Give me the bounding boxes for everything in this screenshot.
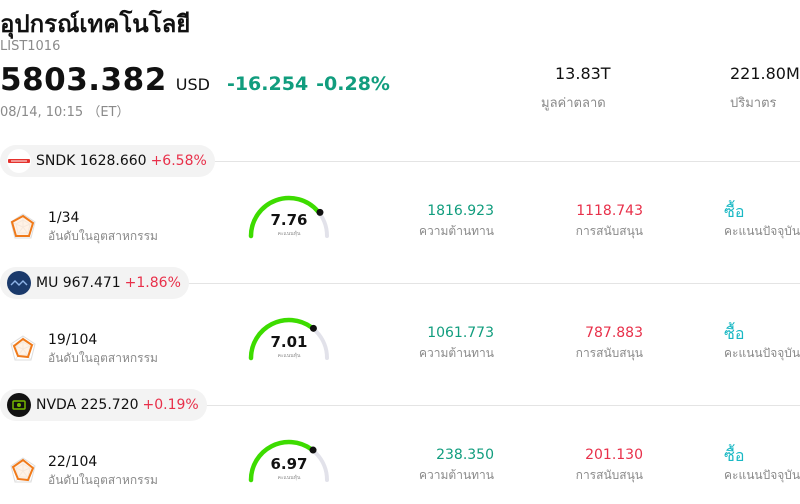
gauge-marker [309,446,317,454]
currency: USD [175,75,210,94]
score-value: 7.76 [270,211,308,229]
support-label: การสนับสนุน [575,224,643,238]
gauge-marker [309,324,317,332]
micron-logo-icon [7,271,31,295]
gauge-marker [316,208,324,216]
gauge-fill [248,195,321,239]
market-cap: 13.83T มูลค่าตลาด [541,64,611,113]
index-price: 5803.382 [0,62,167,98]
rating-label: คะแนนปัจจุบัน [724,346,800,360]
stock-pill[interactable]: MU 967.471 +1.86% [0,267,189,299]
score-label: คะแนนหุ้น [277,353,301,359]
score-label: คะแนนหุ้น [277,231,301,237]
support-label: การสนับสนุน [575,346,643,360]
price-change-pct: -0.28% [316,73,390,95]
support-value: 787.883 [585,325,643,341]
stock-change-pct: +1.86% [124,275,181,291]
stock-detail: 1/34 อันดับในอุตสาหกรรม 7.76 คะแนนหุ้น 1… [0,190,800,260]
stock-header[interactable]: MU 967.471 +1.86% [0,266,189,300]
industry-rank: 1/34 [48,210,80,226]
price-row: 5803.382 USD -16.254 -0.28% [0,62,390,98]
stock-symbol-price: NVDA 225.720 [36,397,139,413]
market-cap-value: 13.83T [555,64,611,83]
support-value: 201.130 [585,447,643,463]
stock-pill[interactable]: SNDK 1628.660 +6.58% [0,145,215,177]
divider [0,405,800,406]
page-title: อุปกรณ์เทคโนโลยี [0,10,191,38]
price-change: -16.254 [226,73,309,95]
score-gauge [248,439,329,483]
timestamp: 08/14, 10:15 （ET） [0,105,130,120]
industry-rank: 19/104 [48,332,98,348]
nvidia-logo-icon [7,393,31,417]
industry-rank-label: อันดับในอุตสาหกรรม [48,351,158,365]
industry-rank-label: อันดับในอุตสาหกรรม [48,229,158,243]
radar-chart-icon [8,212,38,246]
radar-chart-icon [8,334,38,368]
volume: 221.80M ปริมาตร [730,64,800,113]
stock-header[interactable]: NVDA 225.720 +0.19% [0,388,207,422]
support-value: 1118.743 [576,203,643,219]
support-label: การสนับสนุน [575,468,643,482]
resistance-label: ความต้านทาน [419,346,494,360]
divider [0,283,800,284]
gauge-fill [248,439,314,483]
resistance-value: 1816.923 [427,203,494,219]
resistance-value: 1061.773 [427,325,494,341]
resistance-label: ความต้านทาน [419,224,494,238]
stock-detail: 19/104 อันดับในอุตสาหกรรม 7.01 คะแนนหุ้น… [0,312,800,382]
volume-label: ปริมาตร [730,96,777,111]
stock-change-pct: +6.58% [150,153,207,169]
gauge-fill [248,317,314,361]
resistance-label: ความต้านทาน [419,468,494,482]
divider [0,161,800,162]
industry-rank: 22/104 [48,454,98,470]
score-value: 6.97 [270,455,308,473]
stock-header[interactable]: SNDK 1628.660 +6.58% [0,144,215,178]
rating-value[interactable]: ซื้อ [724,324,745,343]
score-value: 7.01 [270,333,308,351]
score-gauge [248,317,329,361]
resistance-value: 238.350 [436,447,494,463]
stock-change-pct: +0.19% [142,397,199,413]
radar-chart-icon [8,456,38,490]
index-code: LIST1016 [0,39,61,54]
stock-pill[interactable]: NVDA 225.720 +0.19% [0,389,207,421]
stock-detail: 22/104 อันดับในอุตสาหกรรม 6.97 คะแนนหุ้น… [0,434,800,504]
industry-rank-label: อันดับในอุตสาหกรรม [48,473,158,487]
rating-value[interactable]: ซื้อ [724,446,745,465]
rating-value[interactable]: ซื้อ [724,202,745,221]
score-gauge [248,195,329,239]
rating-label: คะแนนปัจจุบัน [724,224,800,238]
score-label: คะแนนหุ้น [277,475,301,481]
market-cap-label: มูลค่าตลาด [541,96,606,111]
rating-label: คะแนนปัจจุบัน [724,468,800,482]
stock-symbol-price: MU 967.471 [36,275,121,291]
volume-value: 221.80M [730,64,800,83]
sandisk-logo-icon [7,149,31,173]
stock-symbol-price: SNDK 1628.660 [36,153,147,169]
